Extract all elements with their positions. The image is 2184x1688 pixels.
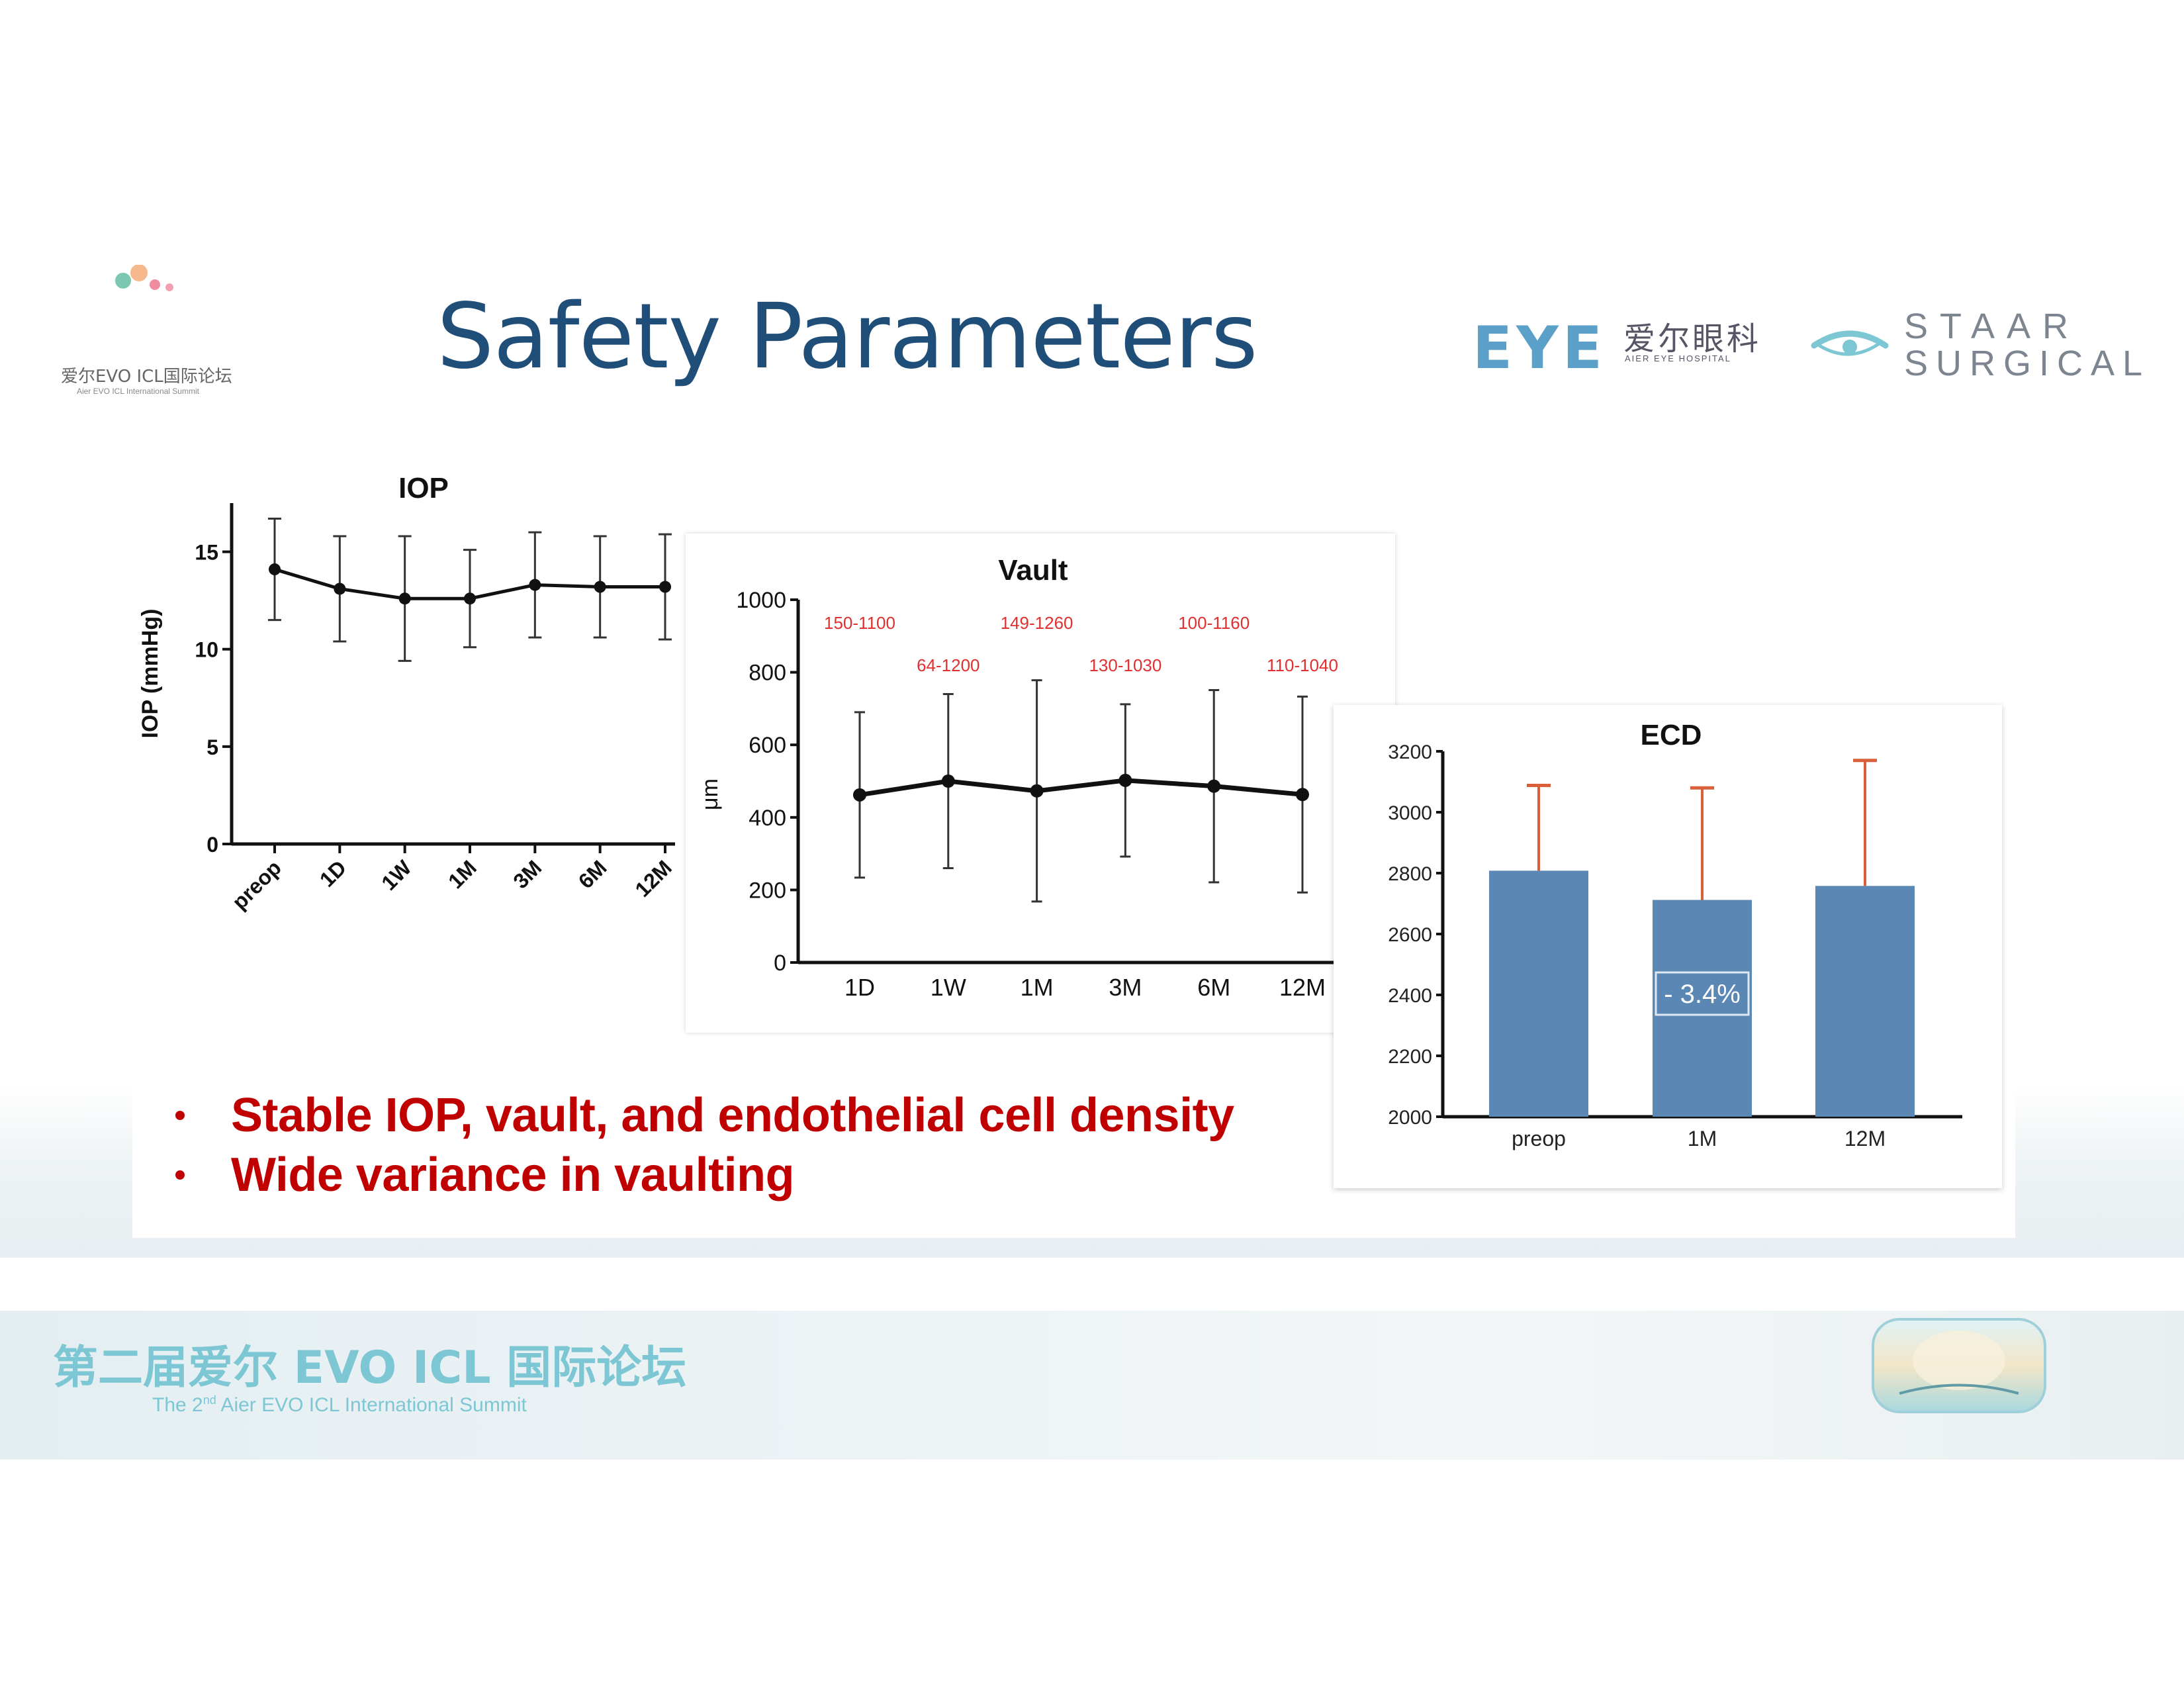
ecd-chart-svg: ECD 2000 2200 2400 2600 2800 3000 3200 preop 1M 12…	[1388, 719, 1962, 1150]
vault-x-tick-label: 12M	[1279, 974, 1326, 1001]
footer-en-prefix: The 2	[152, 1394, 203, 1416]
aier-eye-logo: EYE 爱尔眼科 AIER EYE HOSPITAL	[1473, 310, 1770, 382]
staar-eye-icon	[1811, 330, 1889, 356]
iop-data-point	[334, 583, 346, 595]
ecd-y-tick-label: 2400	[1388, 985, 1432, 1007]
ecd-y-tick-label: 3000	[1388, 802, 1432, 824]
summit-logo-cn: 爱尔EVO ICL国际论坛	[61, 367, 232, 387]
vault-series-line	[859, 778, 1303, 798]
ecd-annotation-box	[1655, 971, 1750, 1016]
footer-title-cn: 第二届爱尔 EVO ICL 国际论坛	[53, 1342, 687, 1394]
footer-en-sup: nd	[203, 1393, 216, 1407]
vault-chart: Vault μm 0 200 400 600 800 1000 1D 150-1100 1W 64-1…	[686, 534, 1395, 1033]
iop-data-point	[398, 592, 411, 605]
vault-x-tick-label: 1M	[1021, 974, 1054, 1001]
ecd-y-tick-label: 2800	[1388, 863, 1432, 885]
vault-y-tick-label: 1000	[736, 588, 786, 613]
slide-title: Safety Parameters	[437, 285, 1258, 389]
vault-data-point	[1030, 784, 1044, 798]
vault-x-tick-label: 1D	[844, 974, 875, 1001]
iop-y-tick-label: 10	[195, 638, 218, 662]
ecd-y-tick-label: 2000	[1388, 1107, 1432, 1129]
bullet-item: Wide variance in vaulting	[175, 1145, 1234, 1205]
iop-y-tick-label: 5	[206, 735, 218, 759]
vault-range-label: 149-1260	[1001, 613, 1073, 633]
ecd-y-tick-label: 2600	[1388, 924, 1432, 946]
eye-logo-mark: EYE	[1473, 314, 1606, 382]
ecd-y-tick-label: 2200	[1388, 1046, 1432, 1068]
vault-y-tick-label: 800	[749, 661, 786, 686]
ecd-annotation: - 3.4%	[1664, 980, 1741, 1009]
iop-data-point	[269, 563, 281, 576]
ecd-x-tick-label: 1M	[1688, 1127, 1717, 1150]
summit-dots-icon	[115, 265, 173, 291]
iop-y-tick-label: 0	[206, 833, 218, 857]
vault-data-point	[941, 774, 955, 788]
ecd-x-tick-label: preop	[1512, 1127, 1566, 1150]
footer-title-en: The 2nd Aier EVO ICL International Summi…	[152, 1393, 527, 1417]
iop-x-tick-label: preop	[228, 855, 286, 914]
staar-logo-line2: SURGICAL	[1904, 344, 2151, 383]
iop-data-point	[464, 592, 476, 605]
ecd-bar	[1653, 900, 1752, 1117]
ecd-bar	[1489, 870, 1588, 1117]
vault-y-axis-label: μm	[698, 778, 723, 810]
bullet-text-1: Stable IOP, vault, and endothelial cell …	[231, 1089, 1234, 1142]
summit-logo: 爱尔EVO ICL国际论坛 Aier EVO ICL International…	[58, 265, 257, 397]
iop-data-point	[659, 581, 671, 593]
vault-range-label: 130-1030	[1089, 655, 1161, 675]
summit-logo-en: Aier EVO ICL International Summit	[77, 387, 199, 396]
iop-x-tick-label: 6M	[574, 855, 612, 893]
iop-chart: IOP IOP (mmHg) 0 5 10 15 preop 1D 1W 1M 3M 6M 12M	[132, 457, 768, 950]
vault-data-point	[1118, 773, 1132, 787]
vault-y-tick-label: 600	[749, 733, 786, 758]
vault-range-label: 100-1160	[1178, 613, 1250, 633]
vault-y-tick-label: 200	[749, 878, 786, 903]
eye-logo-en: AIER EYE HOSPITAL	[1625, 353, 1731, 363]
iop-y-axis-label: IOP (mmHg)	[138, 609, 163, 739]
vault-chart-title: Vault	[998, 554, 1068, 586]
bullet-dot	[175, 1170, 185, 1180]
iop-x-tick-label: 1W	[377, 855, 416, 895]
bullet-list: Stable IOP, vault, and endothelial cell …	[175, 1086, 1234, 1205]
bullet-dot	[175, 1111, 185, 1120]
bullet-item: Stable IOP, vault, and endothelial cell …	[175, 1086, 1234, 1145]
iop-data-point	[594, 581, 606, 593]
iop-y-tick-label: 15	[195, 541, 218, 565]
ecd-chart-title: ECD	[1641, 719, 1702, 751]
vault-range-label: 150-1100	[824, 613, 895, 633]
vault-range-label: 110-1040	[1267, 655, 1338, 675]
staar-logo-line1: STAAR	[1904, 306, 2081, 346]
footer-en-suffix: Aier EVO ICL International Summit	[216, 1394, 527, 1416]
vault-x-tick-label: 3M	[1109, 974, 1142, 1001]
summit-lens-icon	[1872, 1318, 2046, 1413]
vault-x-tick-label: 6M	[1197, 974, 1230, 1001]
vault-chart-svg: Vault μm 0 200 400 600 800 1000 1D 150-1100 1W 64-1…	[698, 554, 1354, 1001]
iop-x-tick-label: 1M	[443, 855, 481, 893]
iop-data-point	[529, 579, 541, 591]
iop-x-tick-label: 12M	[630, 855, 676, 901]
vault-y-tick-label: 400	[749, 806, 786, 831]
vault-range-label: 64-1200	[917, 655, 979, 675]
staar-surgical-logo: STAAR SURGICAL	[1810, 303, 2142, 383]
vault-data-point	[853, 788, 866, 802]
ecd-bar	[1815, 886, 1915, 1117]
ecd-x-tick-label: 12M	[1844, 1127, 1886, 1150]
iop-chart-svg: IOP IOP (mmHg) 0 5 10 15 preop 1D 1W 1M 3M 6M 12M	[138, 472, 676, 914]
vault-x-tick-label: 1W	[931, 974, 966, 1001]
vault-y-tick-label: 0	[774, 951, 786, 976]
ecd-chart: ECD 2000 2200 2400 2600 2800 3000 3200 preop 1M 12…	[1334, 705, 2002, 1188]
iop-x-tick-label: 3M	[508, 855, 546, 893]
iop-chart-title: IOP	[398, 472, 449, 504]
footer-band	[0, 1311, 2184, 1460]
iop-x-tick-label: 1D	[315, 855, 351, 891]
bullet-text-2: Wide variance in vaulting	[231, 1149, 795, 1201]
vault-data-point	[1296, 788, 1309, 802]
eye-logo-cn: 爱尔眼科	[1623, 320, 1762, 357]
vault-data-point	[1207, 779, 1221, 793]
ecd-y-tick-label: 3200	[1388, 741, 1432, 763]
